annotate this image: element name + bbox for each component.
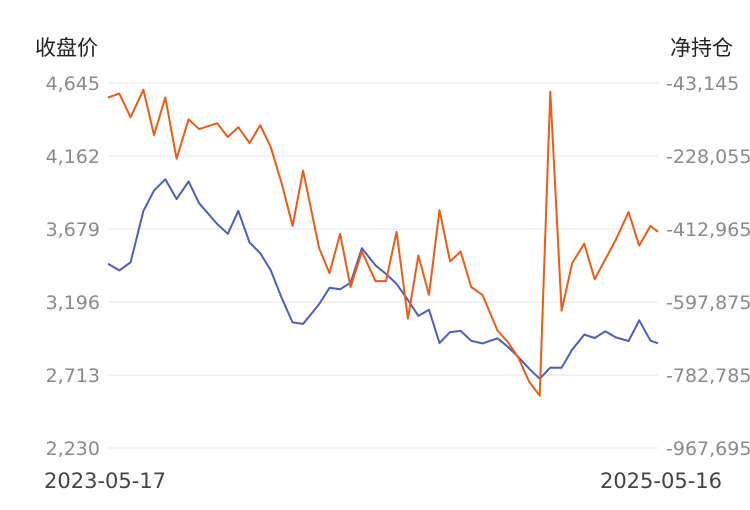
right-tick-label: -228,055 xyxy=(666,146,750,168)
left-tick-label: 4,162 xyxy=(46,146,100,168)
x-end-label: 2025-05-16 xyxy=(600,469,722,493)
price-series-line xyxy=(107,178,659,380)
left-axis-title: 收盘价 xyxy=(35,36,98,60)
left-tick-label: 2,713 xyxy=(46,365,100,387)
left-axis-ticks: 4,645 4,162 3,679 3,196 2,713 2,230 xyxy=(46,73,100,460)
x-start-label: 2023-05-17 xyxy=(44,469,166,493)
gridlines xyxy=(108,82,658,449)
right-tick-label: -43,145 xyxy=(666,73,739,95)
right-axis-title: 净持仓 xyxy=(670,36,733,60)
series-lines xyxy=(107,88,659,397)
left-tick-label: 2,230 xyxy=(46,438,100,460)
left-tick-label: 3,679 xyxy=(46,219,100,241)
right-tick-label: -967,695 xyxy=(666,438,750,460)
left-tick-label: 3,196 xyxy=(46,292,100,314)
left-tick-label: 4,645 xyxy=(46,73,100,95)
right-tick-label: -412,965 xyxy=(666,219,750,241)
right-axis-ticks: -43,145 -228,055 -412,965 -597,875 -782,785 -… xyxy=(666,73,750,460)
right-tick-label: -782,785 xyxy=(666,365,750,387)
net-position-series-line xyxy=(107,88,659,397)
right-tick-label: -597,875 xyxy=(666,292,750,314)
